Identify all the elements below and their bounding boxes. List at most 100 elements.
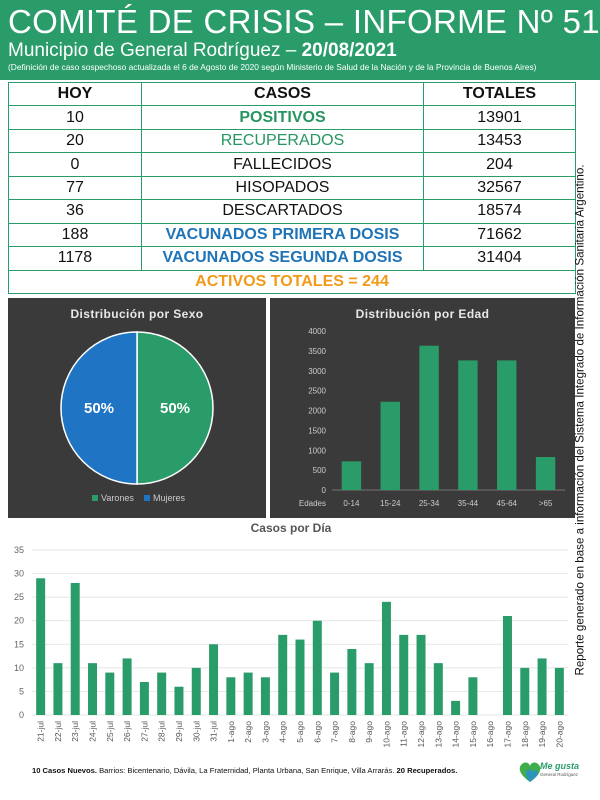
row-totales: 31404 [423,246,576,271]
day-bar [88,663,98,715]
day-bar [330,672,340,715]
y-tick-label: 4000 [308,327,326,336]
footer-neighborhoods: Barrios: Bicentenario, Dávila, La Frater… [97,766,397,775]
age-bar [535,457,556,490]
case-definition-note: (Definición de caso sospechoso actualiza… [8,62,537,72]
x-tick-label: 23-jul [70,721,80,742]
legend-label-mujeres: Mujeres [153,493,186,503]
pie-slice-label: 50% [160,400,190,417]
x-tick-label: >65 [539,499,553,508]
row-totales: 13901 [423,105,576,130]
row-casos: HISOPADOS [141,175,424,201]
daily-cases-chart: Casos por Día 0 5 10 15 20 25 30 35 21-jul 22-jul 2… [14,521,568,748]
y-tick-label: 2500 [308,387,326,396]
x-tick-label: 14-ago [451,721,461,748]
x-tick-label: 24-jul [88,721,98,742]
x-tick-label: 16-ago [485,721,495,748]
day-bar [364,663,374,715]
x-tick-label: 19-ago [537,721,547,748]
x-tick-label: 3-ago [260,721,270,743]
x-tick-label: 12-ago [416,721,426,748]
report-title: COMITÉ DE CRISIS – INFORME Nº 513 [8,3,600,40]
x-tick-label: 0-14 [343,499,360,508]
daily-cases-panel: Casos por Día 0 5 10 15 20 25 30 35 21-jul 22-jul 2… [0,520,575,760]
me-gusta-logo: Me gusta General Rodríguez [516,756,580,788]
day-bar [53,663,63,715]
report-header: COMITÉ DE CRISIS – INFORME Nº 513 Munici… [0,0,600,80]
x-axis-label: Edades [299,499,326,508]
day-bar [468,677,478,715]
age-bar [497,360,517,490]
x-tick-label: 15-ago [468,721,478,748]
x-tick-label: 29-jul [174,721,184,742]
day-bar [433,663,443,715]
day-bar [554,667,564,715]
row-casos: DESCARTADOS [141,199,424,224]
y-tick-label: 3500 [308,347,326,356]
y-tick-label: 500 [313,466,327,475]
x-tick-label: 31-jul [209,721,219,742]
row-totales: 204 [423,152,576,177]
x-tick-label: 1-ago [226,721,236,743]
day-bar [122,658,132,715]
table-row: 1178 VACUNADOS SEGUNDA DOSIS 31404 [8,246,576,271]
x-tick-label: 8-ago [347,721,357,743]
day-bar [520,667,530,715]
day-bar [174,686,184,715]
x-tick-label: 6-ago [312,721,322,743]
day-bar [105,672,115,715]
pie-slice-varones [136,331,214,485]
legend-swatch-mujeres [144,495,150,501]
report-date: 20/08/2021 [301,40,397,61]
row-casos: VACUNADOS SEGUNDA DOSIS [141,246,424,271]
age-bar [419,345,439,490]
x-tick-label: 20-ago [554,721,564,748]
logo-text: Me gusta [540,761,580,771]
x-tick-label: 21-jul [36,721,46,742]
day-bar [226,677,236,715]
x-tick-label: 10-ago [381,721,391,748]
row-totales: 32567 [423,175,576,201]
x-tick-label: 9-ago [364,721,374,743]
x-tick-label: 30-jul [191,721,201,742]
x-tick-label: 27-jul [139,721,149,742]
y-tick-label: 30 [14,569,24,579]
age-distribution-panel: Distribución por Edad 0 500 1000 1500 2000 25… [270,298,575,518]
row-hoy: 188 [8,222,142,248]
footer-recovered: 20 Recuperados. [396,766,458,775]
day-bar [191,667,201,715]
y-tick-label: 2000 [308,407,326,416]
day-bar [157,672,167,715]
row-hoy: 0 [8,152,142,177]
day-bar [312,620,322,715]
y-tick-label: 20 [14,616,24,626]
age-bar [341,461,362,490]
stats-table: HOY CASOS TOTALES 10 POSITIVOS 13901 20 … [8,81,576,294]
sex-distribution-panel: Distribución por Sexo 50% 50% Varones Mujer… [8,298,266,518]
x-tick-label: 26-jul [122,721,132,742]
stats-header-row: HOY CASOS TOTALES [8,81,576,107]
x-tick-label: 15-24 [380,499,401,508]
y-tick-label: 1000 [308,446,326,455]
row-hoy: 10 [8,105,142,130]
report-subtitle: Municipio de General Rodríguez – 20/08/2… [8,39,397,63]
day-bar [451,700,461,715]
pie-slice-mujeres [60,331,138,485]
day-bar [209,644,219,715]
x-tick-label: 2-ago [243,721,253,743]
day-bar [347,649,357,715]
activos-row: ACTIVOS TOTALES = 244 [8,269,576,294]
day-bar [399,634,409,715]
y-tick-label: 10 [14,663,24,673]
y-tick-label: 0 [322,486,327,495]
day-bar [243,672,253,715]
x-tick-label: 11-ago [399,721,409,747]
day-bar [260,677,270,715]
day-bar [295,639,305,715]
row-casos: POSITIVOS [141,105,424,130]
y-tick-label: 5 [19,686,24,696]
footer-new-cases: 10 Casos Nuevos. [32,766,97,775]
logo-subtext: General Rodríguez [540,772,579,777]
header-casos: CASOS [141,81,424,107]
age-bar-chart: 0 500 1000 1500 2000 2500 3000 3500 4000 0-14 15-2… [299,327,565,508]
